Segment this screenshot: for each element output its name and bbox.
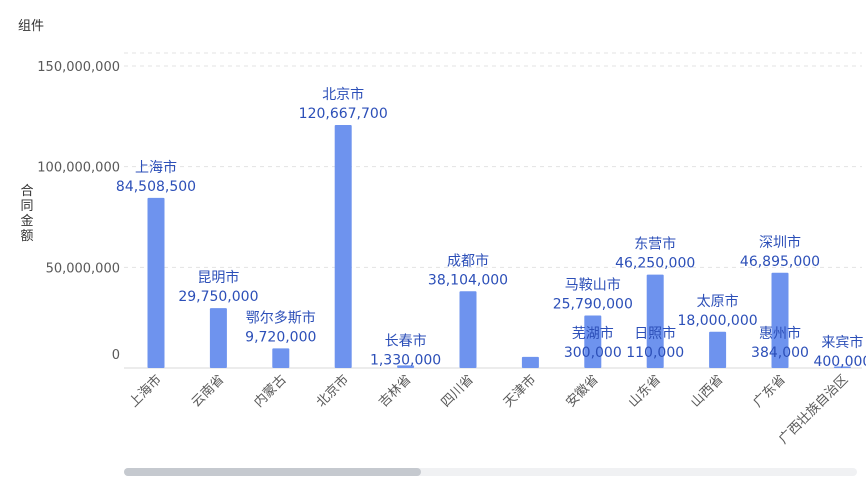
data-label-name: 芜湖市 <box>572 325 614 342</box>
data-label-value: 46,895,000 <box>740 254 820 270</box>
data-label-value: 300,000 <box>564 345 622 361</box>
scrollbar-thumb[interactable] <box>124 468 421 476</box>
data-label-name: 惠州市 <box>759 325 801 342</box>
y-axis-label-char: 合 <box>20 184 33 199</box>
data-label-name: 来宾市 <box>821 334 863 351</box>
data-label-name: 长春市 <box>385 332 427 349</box>
horizontal-scrollbar[interactable] <box>124 468 857 476</box>
data-label-value: 25,790,000 <box>553 296 633 312</box>
data-label-value: 110,000 <box>626 345 684 361</box>
y-tick-label: 50,000,000 <box>46 261 120 276</box>
x-tick-label: 山东省 <box>626 372 664 410</box>
bar[interactable] <box>209 308 227 368</box>
x-tick-label: 广东省 <box>751 372 789 410</box>
bar[interactable] <box>521 356 539 368</box>
bar[interactable] <box>709 331 727 368</box>
data-label-value: 9,720,000 <box>245 329 316 345</box>
data-label-value: 29,750,000 <box>178 289 258 305</box>
y-tick-label: 150,000,000 <box>37 60 120 75</box>
data-label-name: 成都市 <box>447 252 489 269</box>
x-tick-label: 安徽省 <box>563 372 601 410</box>
y-axis-label-char: 同 <box>20 199 33 214</box>
x-tick-label: 北京市 <box>313 372 352 411</box>
data-label-name: 北京市 <box>322 86 364 103</box>
bars <box>147 125 851 369</box>
data-label-name: 日照市 <box>634 325 676 342</box>
x-tick-label: 山西省 <box>688 372 726 410</box>
data-label-name: 太原市 <box>697 293 739 310</box>
bar[interactable] <box>771 272 789 368</box>
y-tick-label: 0 <box>112 348 120 363</box>
data-label-value: 84,508,500 <box>116 179 196 195</box>
data-label-value: 400,000 <box>813 354 866 370</box>
data-label-value: 1,330,000 <box>370 352 441 368</box>
data-label-name: 上海市 <box>135 159 177 176</box>
y-tick-label: 100,000,000 <box>37 161 120 176</box>
data-labels: 上海市 84,508,500 昆明市 29,750,000 鄂尔多斯市 9,720,000… <box>116 86 866 370</box>
data-label-name: 深圳市 <box>759 234 801 251</box>
data-label-name: 东营市 <box>634 236 676 253</box>
data-label-value: 46,250,000 <box>615 256 695 272</box>
data-label-value: 120,667,700 <box>299 106 388 122</box>
bar[interactable] <box>334 125 352 368</box>
data-label-value: 384,000 <box>751 345 809 361</box>
bar[interactable] <box>272 348 290 368</box>
x-tick-label: 上海市 <box>126 372 165 411</box>
grid-lines <box>124 52 862 369</box>
x-tick-label: 天津市 <box>500 372 539 411</box>
data-label-name: 马鞍山市 <box>565 276 621 293</box>
y-axis-label-char: 额 <box>20 229 33 244</box>
x-tick-label: 四川省 <box>439 372 477 410</box>
data-label-value: 18,000,000 <box>678 313 758 329</box>
data-label-name: 昆明市 <box>197 269 239 286</box>
x-tick-label: 吉林省 <box>376 372 414 410</box>
bar[interactable] <box>459 291 477 368</box>
x-tick-label: 内蒙古 <box>251 372 290 411</box>
bar[interactable] <box>397 365 415 368</box>
bar[interactable] <box>584 315 602 368</box>
x-tick-label: 云南省 <box>188 372 227 411</box>
widget-title: 组件 <box>18 19 45 34</box>
data-label-name: 鄂尔多斯市 <box>246 309 316 326</box>
data-label-value: 38,104,000 <box>428 272 508 288</box>
bar[interactable] <box>147 197 165 368</box>
bar[interactable] <box>646 274 664 368</box>
bar[interactable] <box>833 366 851 369</box>
y-axis-label-char: 金 <box>20 213 33 229</box>
y-axis: 0 50,000,000 100,000,000 150,000,000 <box>37 60 120 363</box>
